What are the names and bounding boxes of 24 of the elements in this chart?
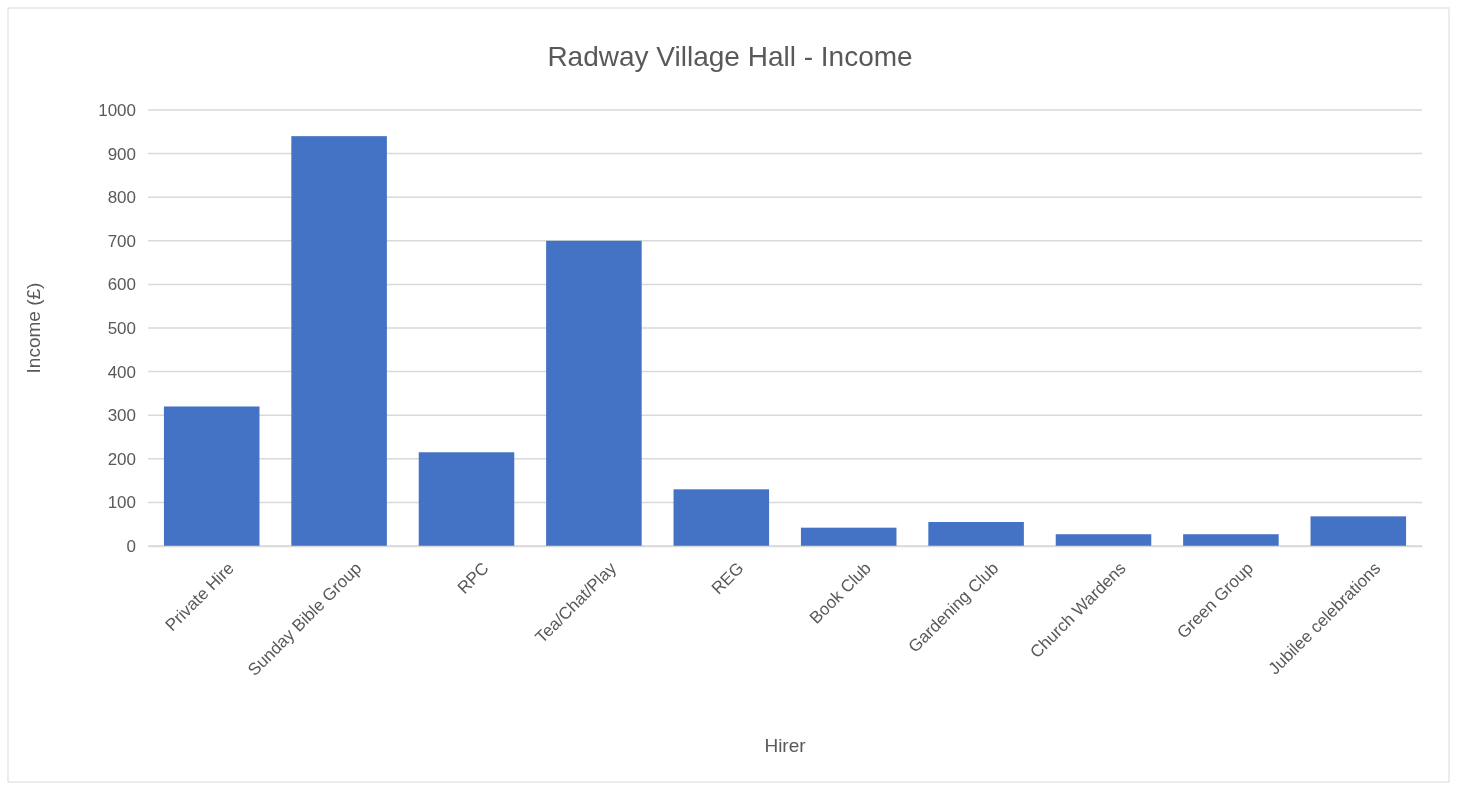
y-tick-label: 200 — [107, 449, 136, 469]
bar — [800, 527, 897, 546]
bar — [928, 522, 1024, 546]
bar — [1183, 534, 1279, 546]
bar — [673, 489, 770, 546]
y-tick-label: 300 — [107, 406, 136, 426]
y-tick-label: 1000 — [98, 100, 136, 120]
bar — [1310, 516, 1407, 546]
bar — [546, 240, 642, 546]
y-tick-label: 500 — [107, 318, 136, 338]
x-axis-title: Hirer — [764, 735, 807, 756]
y-tick-label: 0 — [126, 536, 136, 556]
bar — [418, 452, 515, 546]
y-tick-label: 600 — [107, 275, 136, 295]
bar — [1055, 534, 1152, 546]
bar — [291, 136, 387, 546]
y-tick-label: 900 — [107, 144, 136, 164]
chart-title: Radway Village Hall - Income — [547, 41, 913, 72]
bar — [163, 406, 260, 546]
y-tick-label: 700 — [107, 231, 136, 251]
y-tick-label: 400 — [107, 362, 136, 382]
y-tick-label: 100 — [107, 493, 136, 513]
y-tick-label: 800 — [107, 188, 136, 208]
y-axis-title: Income (£) — [23, 282, 44, 374]
